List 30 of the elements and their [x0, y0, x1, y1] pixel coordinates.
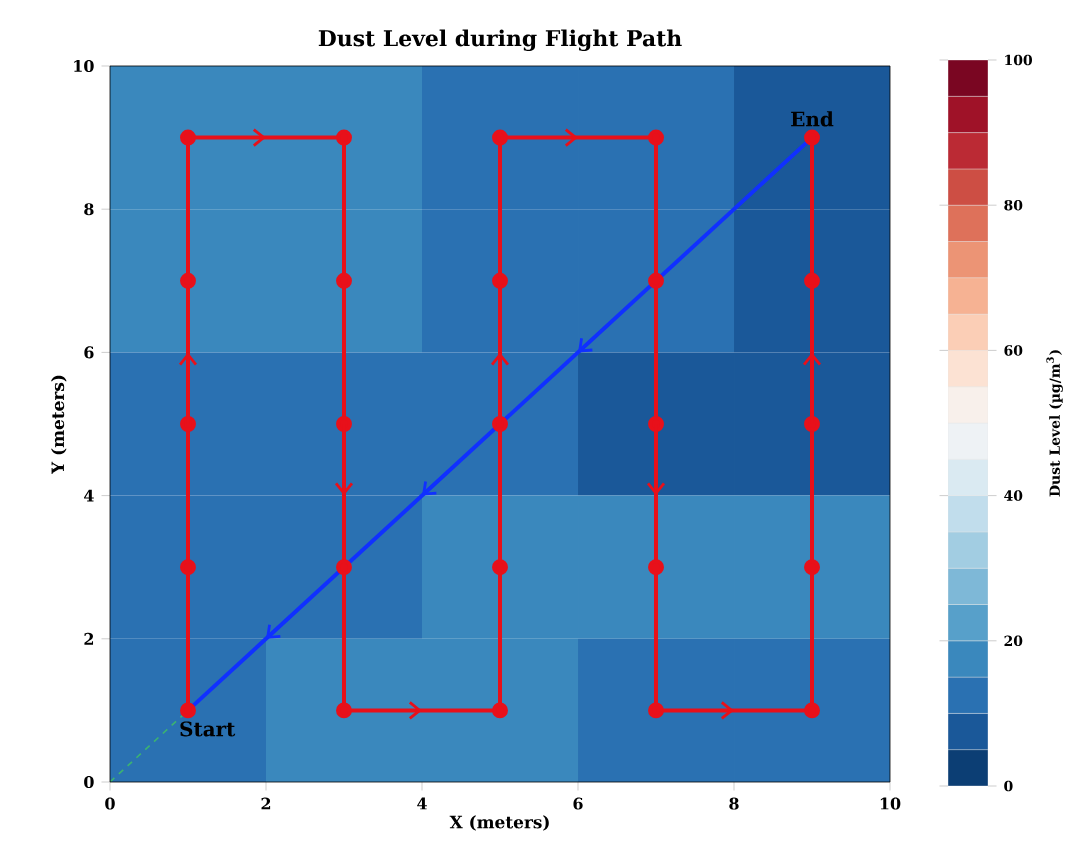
annotation: Start	[180, 721, 236, 737]
point	[336, 702, 352, 719]
point	[180, 129, 196, 146]
point	[492, 559, 508, 576]
point	[336, 559, 352, 576]
point	[648, 416, 664, 432]
point	[180, 702, 196, 719]
point	[804, 416, 820, 432]
point	[180, 416, 196, 432]
annotation: End	[791, 111, 834, 127]
point	[648, 559, 664, 576]
point	[648, 702, 664, 719]
point	[180, 272, 196, 289]
y-axis-title: Y (meters)	[51, 375, 67, 475]
point	[336, 129, 352, 146]
point	[492, 702, 508, 719]
point	[804, 702, 820, 719]
point	[804, 129, 820, 146]
point	[336, 416, 352, 432]
point	[180, 559, 196, 576]
point	[492, 129, 508, 146]
point	[648, 272, 664, 289]
x-axis-title: X (meters)	[449, 815, 549, 831]
point	[648, 129, 664, 146]
point	[492, 416, 508, 432]
chart-title: Dust Level during Flight Path	[318, 29, 682, 51]
point	[492, 272, 508, 289]
point	[804, 272, 820, 289]
point	[336, 272, 352, 289]
point	[804, 559, 820, 576]
